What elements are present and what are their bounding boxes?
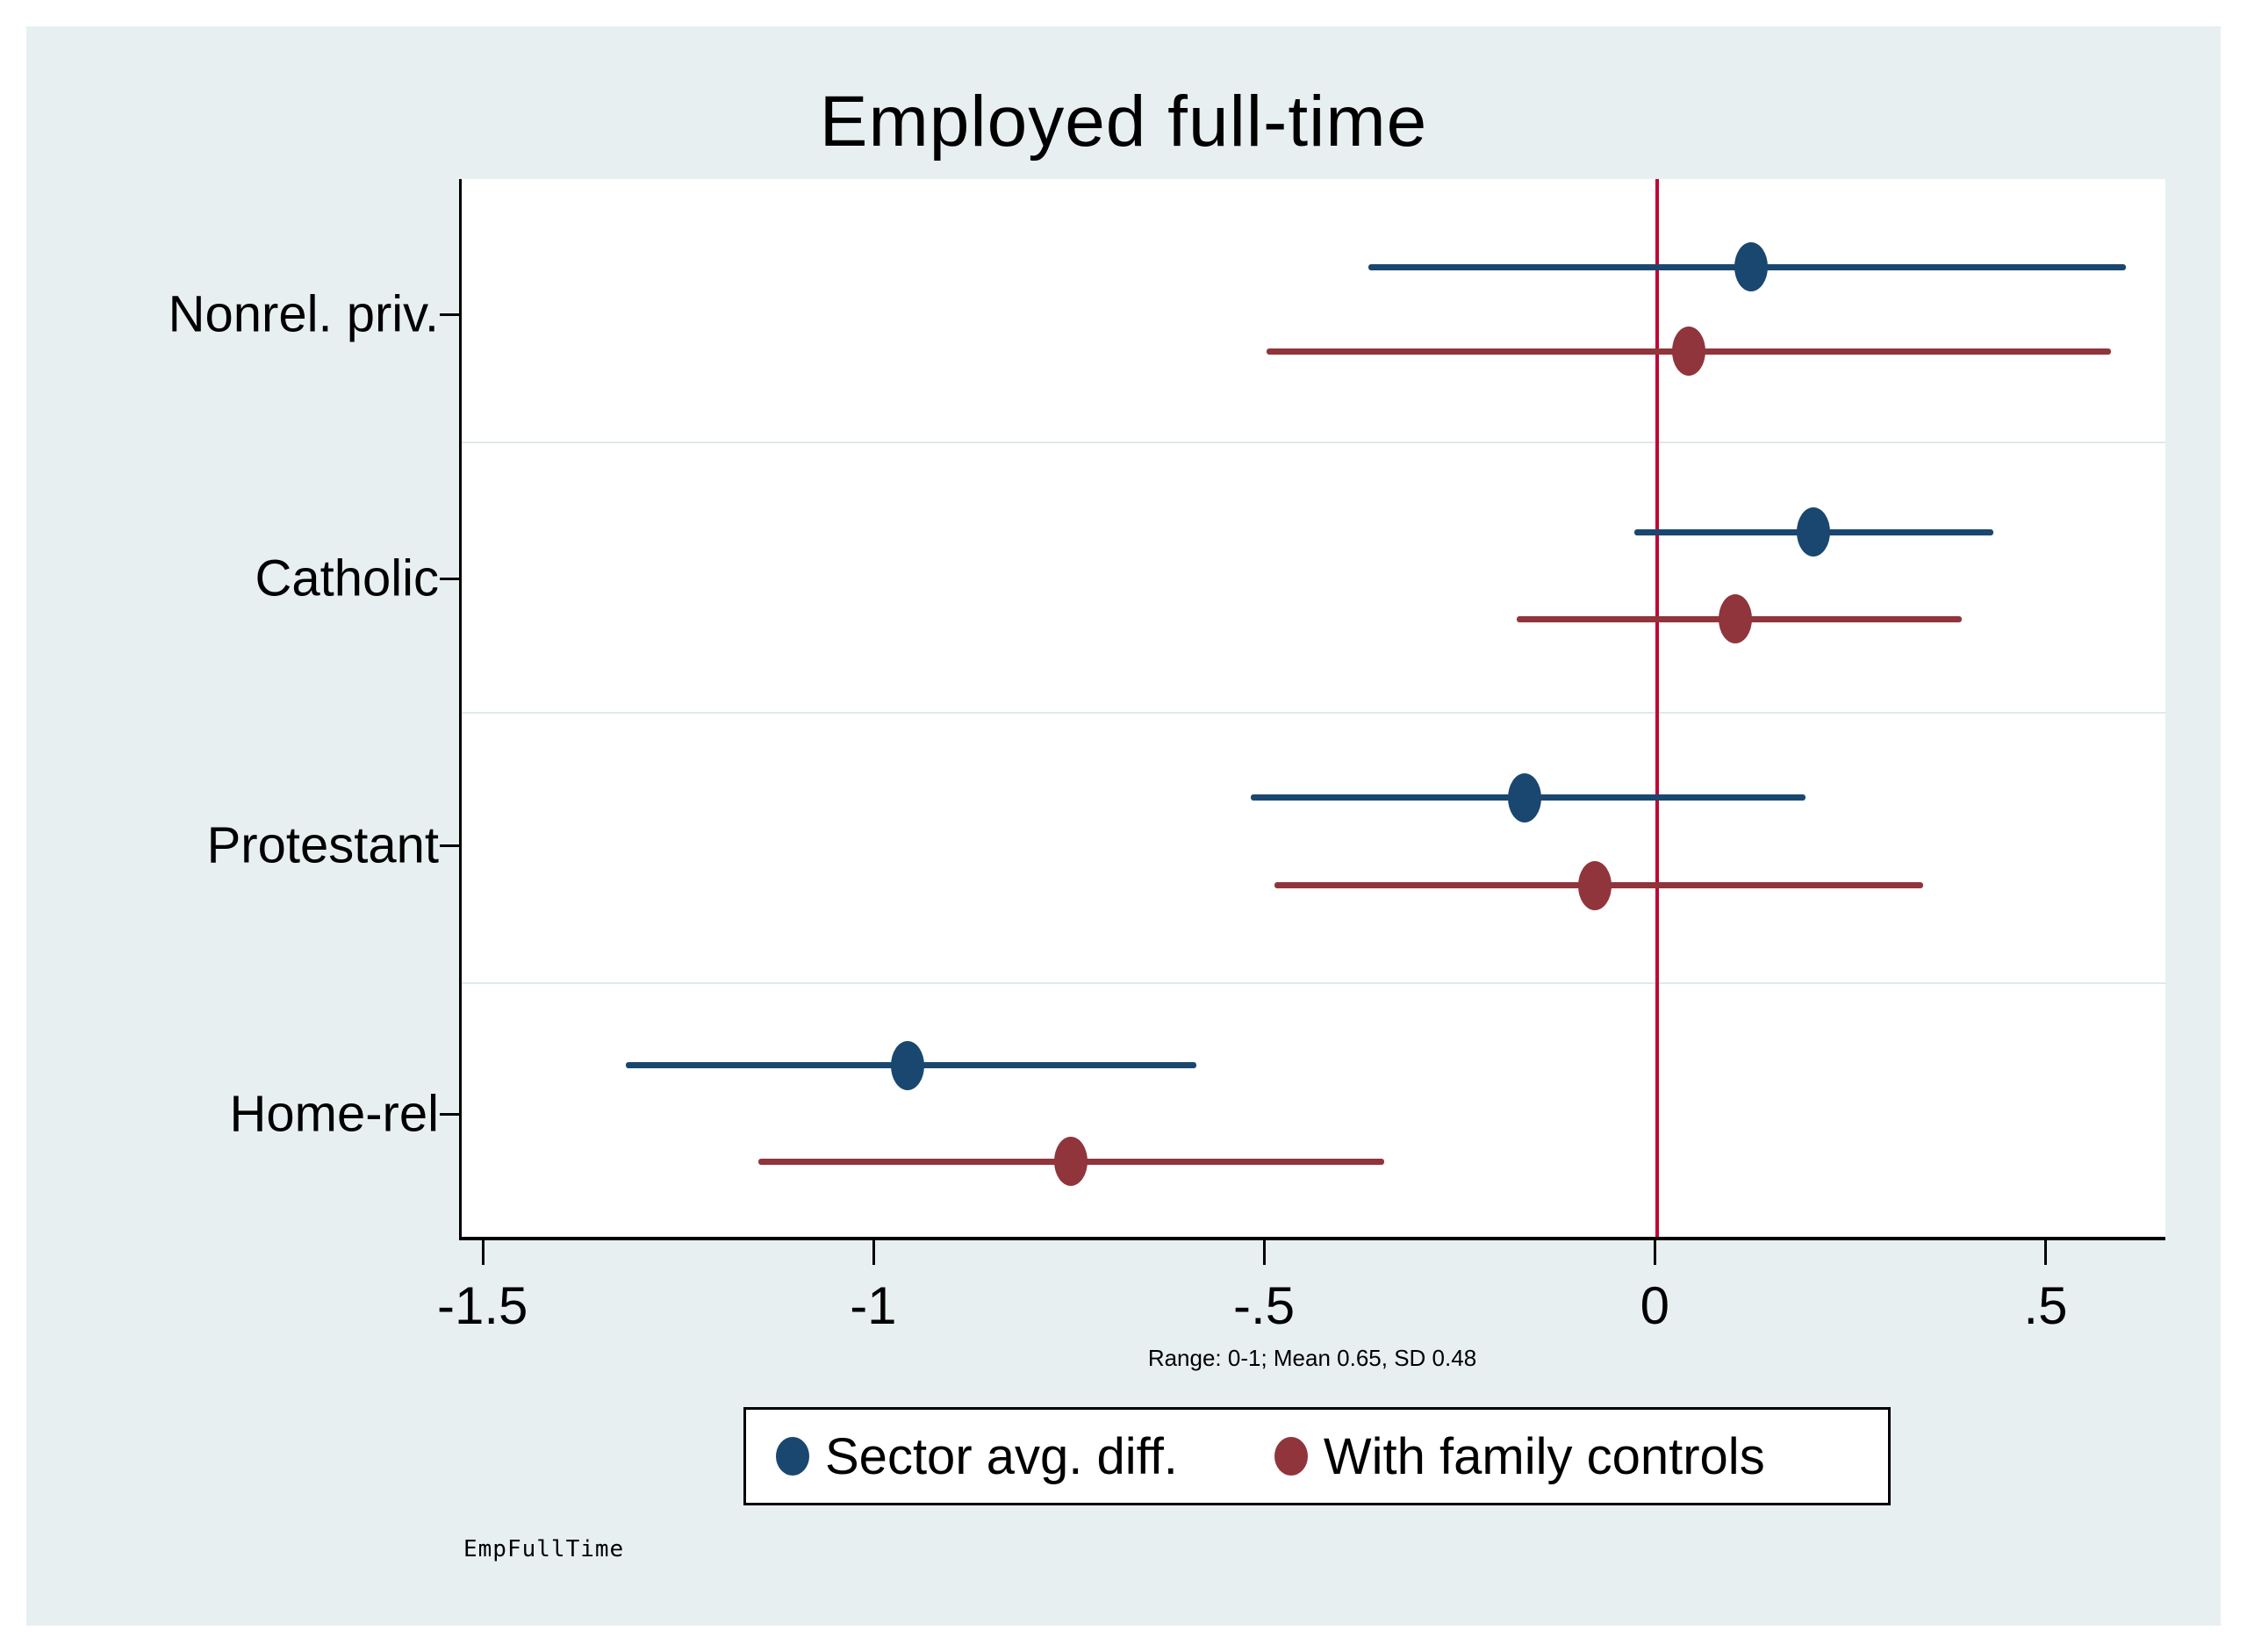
point-estimate-marker	[1734, 242, 1769, 291]
x-axis-tick	[1654, 1240, 1657, 1265]
legend-label-sector-avg-diff: Sector avg. diff.	[825, 1427, 1178, 1485]
x-axis-tick-label: -1	[850, 1276, 897, 1335]
x-axis-tick	[872, 1240, 875, 1265]
point-estimate-marker	[1719, 594, 1753, 644]
axis-note: Range: 0-1; Mean 0.65, SD 0.48	[1147, 1345, 1477, 1371]
x-axis-tick	[1263, 1240, 1267, 1265]
y-axis-category-tick	[440, 577, 459, 580]
point-estimate-marker	[1797, 507, 1831, 557]
zero-reference-line	[1655, 179, 1660, 1237]
x-axis-tick-label: -.5	[1233, 1276, 1296, 1335]
band-separator-gridline	[462, 442, 2165, 444]
band-separator-gridline	[462, 981, 2165, 984]
legend-marker-sector-avg-diff	[776, 1437, 809, 1476]
legend-label-with-family-controls: With family controls	[1323, 1427, 1765, 1485]
legend-item-with-family-controls: With family controls	[1274, 1427, 1765, 1486]
band-separator-gridline	[462, 711, 2165, 714]
category-label: Home-rel	[229, 1085, 440, 1143]
category-label: Nonrel. priv.	[168, 285, 439, 343]
category-label: Protestant	[206, 816, 439, 874]
chart-title: Employed full-time	[819, 82, 1428, 162]
point-estimate-marker	[1671, 327, 1705, 377]
category-label: Catholic	[255, 549, 439, 607]
x-axis-tick-label: 0	[1640, 1276, 1669, 1335]
y-axis-category-tick	[440, 1112, 459, 1116]
y-axis-category-tick	[440, 312, 459, 316]
x-axis-tick-label: .5	[2023, 1276, 2068, 1335]
x-axis-tick-label: -1.5	[437, 1276, 528, 1335]
x-axis-tick	[2044, 1240, 2048, 1265]
point-estimate-marker	[1507, 772, 1541, 822]
plot-area	[459, 179, 2165, 1240]
point-estimate-marker	[1054, 1137, 1088, 1187]
point-estimate-marker	[1578, 860, 1612, 910]
footer-variable-label: EmpFullTime	[463, 1536, 625, 1562]
x-axis-tick	[481, 1240, 485, 1265]
legend-marker-with-family-controls	[1274, 1437, 1308, 1476]
y-axis-category-tick	[440, 844, 459, 847]
legend: Sector avg. diff. With family controls	[743, 1407, 1891, 1505]
legend-item-sector-avg-diff: Sector avg. diff.	[776, 1427, 1178, 1486]
point-estimate-marker	[890, 1040, 924, 1090]
